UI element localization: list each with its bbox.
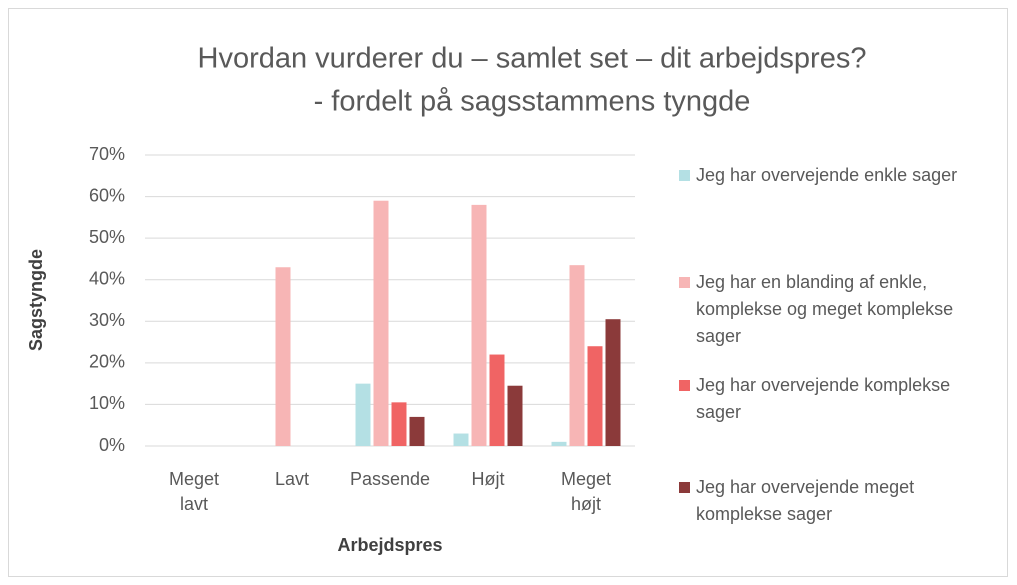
legend-item: Jeg har overvejende komplekse sager <box>679 372 989 426</box>
y-tick-label: 30% <box>89 310 125 330</box>
x-axis-label: Arbejdspres <box>337 535 442 555</box>
legend-label: Jeg har overvejende enkle sager <box>696 165 958 185</box>
x-tick-label: Lavt <box>275 469 309 489</box>
legend-swatch <box>679 170 690 181</box>
y-tick-label: 70% <box>89 144 125 164</box>
y-tick-label: 40% <box>89 268 125 288</box>
bar <box>391 402 407 446</box>
bar <box>409 416 425 446</box>
legend-item: Jeg har overvejende enkle sager <box>679 162 989 189</box>
legend-swatch <box>679 380 690 391</box>
bar <box>489 354 505 446</box>
legend-swatch <box>679 277 690 288</box>
y-tick-label: 20% <box>89 352 125 372</box>
chart-subtitle: - fordelt på sagsstammens tyngde <box>314 86 751 118</box>
bar <box>471 204 487 446</box>
x-tick-label: Meget lavt <box>169 469 219 514</box>
bar <box>569 265 585 446</box>
bar <box>453 433 469 446</box>
legend-label: Jeg har overvejende meget komplekse sage… <box>696 477 915 524</box>
x-tick-label: Meget højt <box>561 469 611 514</box>
legend-item: Jeg har en blanding af enkle, komplekse … <box>679 269 989 350</box>
legend-swatch <box>679 482 690 493</box>
legend-label: Jeg har en blanding af enkle, komplekse … <box>696 272 954 346</box>
bar <box>373 200 389 446</box>
chart-title: Hvordan vurderer du – samlet set – dit a… <box>198 43 867 75</box>
y-tick-label: 50% <box>89 227 125 247</box>
legend-label: Jeg har overvejende komplekse sager <box>696 375 951 422</box>
y-tick-label: 10% <box>89 393 125 413</box>
chart-border <box>8 8 1008 577</box>
bar <box>551 441 567 446</box>
legend-item: Jeg har overvejende meget komplekse sage… <box>679 474 989 528</box>
bar <box>355 383 371 446</box>
bar <box>605 319 621 446</box>
y-tick-label: 0% <box>99 435 125 455</box>
bar <box>587 346 603 446</box>
bar <box>275 267 291 446</box>
x-tick-label: Højt <box>472 469 505 489</box>
y-tick-label: 60% <box>89 185 125 205</box>
x-tick-label: Passende <box>350 469 430 489</box>
bar <box>507 385 523 446</box>
y-axis-label: Sagstyngde <box>26 249 46 351</box>
